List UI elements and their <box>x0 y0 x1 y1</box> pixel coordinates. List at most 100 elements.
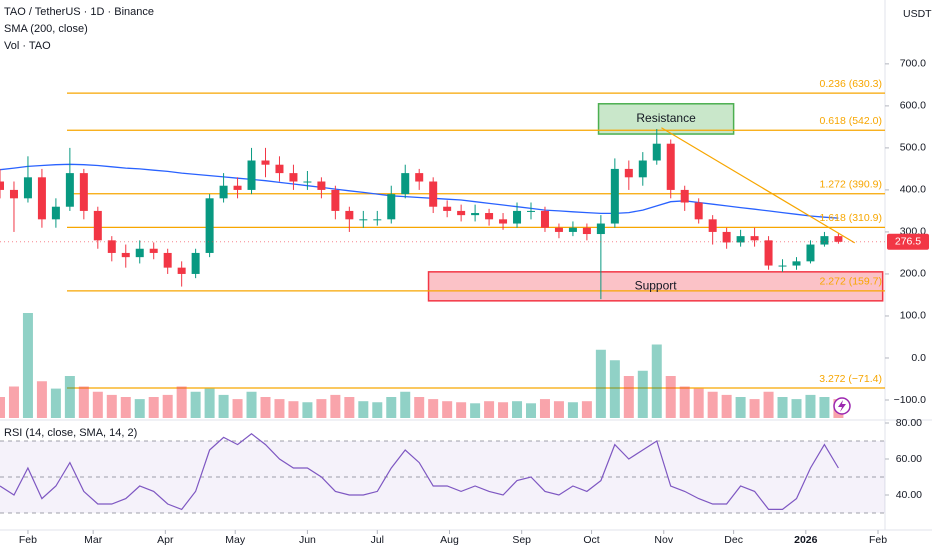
volume-bar <box>470 403 481 418</box>
candle-body <box>624 168 633 178</box>
candle-body <box>415 173 424 182</box>
volume-bar <box>651 344 662 418</box>
volume-bar <box>204 388 215 418</box>
candle-body <box>359 219 368 221</box>
candle-body <box>191 252 200 274</box>
candle-body <box>666 143 675 190</box>
volume-bar <box>679 386 690 418</box>
fib-label: 1.618 (310.9) <box>820 212 882 224</box>
candle-body <box>764 240 773 266</box>
volume-bar <box>134 399 145 418</box>
zone <box>597 103 735 135</box>
volume-bar <box>637 370 648 418</box>
candle-body <box>107 240 116 253</box>
volume-bar <box>400 391 411 418</box>
candle-body <box>373 219 382 221</box>
y-tick-label: 200.0 <box>900 268 926 280</box>
currency-label: USDT <box>903 8 932 20</box>
candle-body <box>568 227 577 232</box>
last-price-label: 276.5 <box>895 236 921 248</box>
candle-body <box>303 181 312 183</box>
candle-body <box>163 252 172 268</box>
candle-body <box>499 219 508 224</box>
rsi-tick-label: 60.00 <box>896 453 922 465</box>
zone <box>427 271 884 302</box>
y-tick-label: 600.0 <box>900 100 926 112</box>
volume-bar <box>274 399 285 418</box>
indicator-label: Vol · TAO <box>4 40 51 52</box>
rsi-tick-label: 80.00 <box>896 417 922 429</box>
volume-bar <box>581 401 592 418</box>
candle-body <box>582 227 591 235</box>
candle-body <box>680 189 689 203</box>
volume-bar <box>428 399 439 418</box>
candle-body <box>0 181 4 190</box>
volume-bar <box>22 313 33 418</box>
candle-body <box>485 213 494 220</box>
volume-bar <box>190 391 201 418</box>
volume-bar <box>386 397 397 418</box>
candle-body <box>792 261 801 266</box>
volume-bar <box>819 397 830 418</box>
volume-bar <box>777 397 788 418</box>
x-tick-label: Jun <box>299 534 316 546</box>
candle-body <box>79 173 88 211</box>
price-pane <box>0 92 885 418</box>
candle-body <box>205 198 214 253</box>
volume-bar <box>148 397 159 418</box>
volume-bar <box>260 397 271 418</box>
x-tick-label: Mar <box>84 534 103 546</box>
candle-body <box>177 267 186 274</box>
candle-body <box>289 173 298 182</box>
y-tick-label: 400.0 <box>900 184 926 196</box>
candle-body <box>317 181 326 190</box>
candle-body <box>247 160 256 190</box>
volume-bar <box>749 399 760 418</box>
alert-icon[interactable] <box>833 397 851 415</box>
candle-body <box>9 189 18 199</box>
volume-bar <box>36 381 47 418</box>
volume-bar <box>693 388 704 418</box>
candle-body <box>708 219 717 232</box>
rsi-tick-label: 40.00 <box>896 489 922 501</box>
candle-body <box>722 231 731 243</box>
x-tick-label: Apr <box>157 534 174 546</box>
candle-body <box>345 210 354 220</box>
x-tick-label: Sep <box>512 534 531 546</box>
volume-bar <box>456 402 467 418</box>
candle-body <box>233 185 242 190</box>
volume-bar <box>791 399 802 418</box>
alert-bolt[interactable] <box>838 400 846 412</box>
volume-bar <box>484 401 495 418</box>
x-tick-label: Nov <box>654 534 673 546</box>
volume-bar <box>330 394 341 418</box>
volume-bar <box>372 402 383 418</box>
candle-body <box>736 236 745 243</box>
candle-body <box>23 177 32 199</box>
fib-label: 3.272 (−71.4) <box>819 373 882 385</box>
candle-body <box>331 189 340 211</box>
volume-bar <box>176 386 187 418</box>
volume-bar <box>665 376 676 418</box>
candle-body <box>834 236 843 242</box>
volume-bar <box>735 397 746 418</box>
symbol-title: TAO / TetherUS · 1D · Binance <box>4 6 154 18</box>
volume-bar <box>106 394 117 418</box>
candle-body <box>457 210 466 216</box>
volume-bar <box>567 402 578 418</box>
candle-body <box>429 181 438 207</box>
candle-body <box>401 173 410 195</box>
x-tick-label: Feb <box>19 534 37 546</box>
candle-body <box>750 236 759 241</box>
volume-bar <box>512 401 523 418</box>
volume-bar <box>721 394 732 418</box>
x-tick-label: 2026 <box>794 534 818 546</box>
volume-bar <box>120 397 131 418</box>
volume-bar <box>78 386 89 418</box>
candle-body <box>149 248 158 253</box>
volume-bar <box>553 401 564 418</box>
candle-body <box>65 173 74 207</box>
volume-bar <box>805 394 816 418</box>
